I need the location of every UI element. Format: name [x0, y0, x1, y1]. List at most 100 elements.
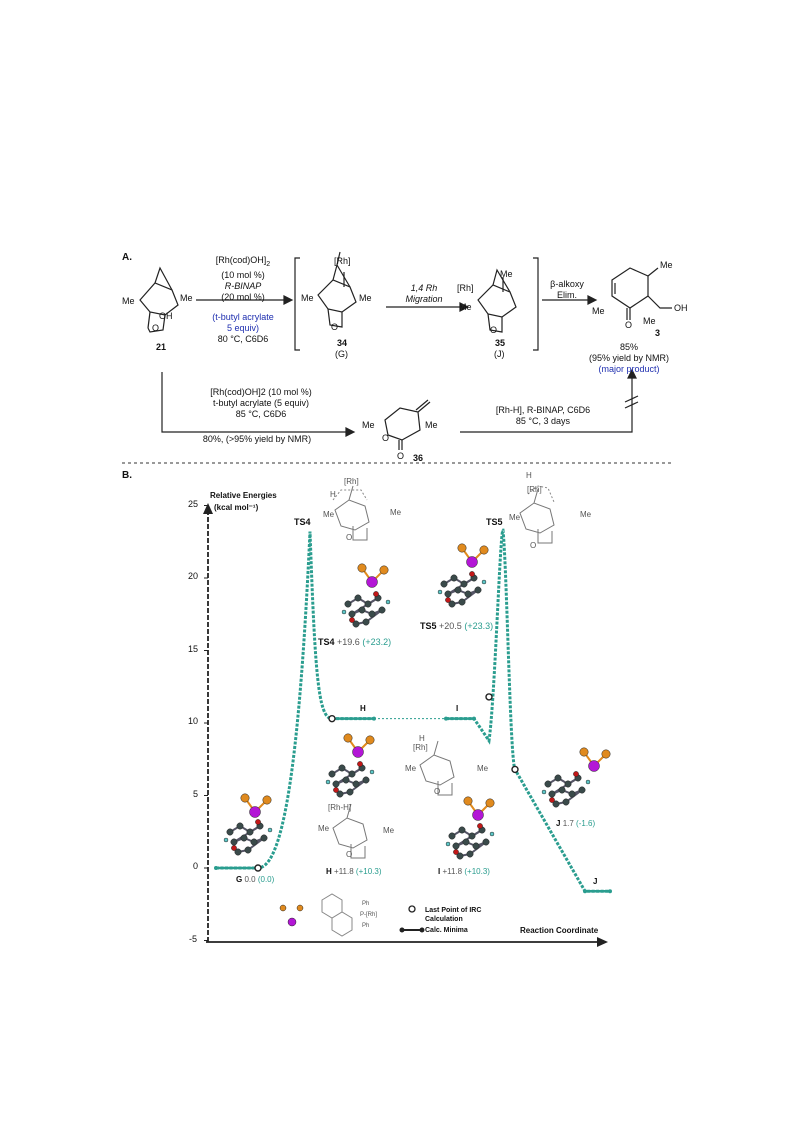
c34-o: O — [331, 322, 339, 332]
j-model-atom — [544, 780, 552, 788]
yield3-line3: (major product) — [598, 364, 660, 374]
g-model-hydrogen-atom — [267, 827, 273, 833]
ts4-model-hydrogen-atom — [385, 599, 391, 605]
step1-line1-sub: 2 — [266, 260, 271, 268]
h-model-atom — [352, 780, 360, 788]
ts5-paren: (+23.3) — [464, 621, 494, 631]
c35-me-left: Me — [459, 302, 472, 312]
legend-prh: P-[Rh] — [360, 912, 378, 918]
h-skeleton — [332, 803, 368, 859]
legend-ph2: Ph — [362, 923, 370, 929]
j-model-oxygen-atom — [573, 771, 579, 777]
h-top-label: H — [360, 704, 366, 713]
minimum-h-dot-end — [372, 716, 376, 721]
i-paren: (+10.3) — [464, 867, 490, 876]
ts5-skeleton — [519, 488, 555, 544]
h-model-oxygen-atom — [357, 761, 363, 767]
ts5-model-atom — [450, 574, 458, 582]
c36-number: 36 — [413, 453, 424, 463]
ts5-model-atom — [454, 586, 462, 594]
ts4-model-atom — [362, 618, 370, 626]
ts4-model-rh-atom — [366, 576, 378, 588]
h-model-oxygen-atom — [333, 787, 339, 793]
c3-me-top: Me — [660, 260, 673, 270]
c3-me-left: Me — [592, 306, 605, 316]
ts5-model-atom — [458, 598, 466, 606]
h-name: H — [326, 867, 332, 876]
legend-p-atom — [296, 904, 304, 912]
i-model-hydrogen-atom — [489, 831, 495, 837]
i-model-atom — [448, 832, 456, 840]
ts4-model-oxygen-atom — [373, 591, 379, 597]
j-model-atom — [568, 790, 576, 798]
legend-irc-line2: Calculation — [425, 916, 463, 923]
step2-line2: t-butyl acrylate (5 equiv) — [212, 398, 310, 408]
irc-endpoint — [254, 864, 262, 872]
h-struct-o: O — [346, 850, 353, 859]
minimum-i-dot-start — [444, 716, 448, 721]
legend-rh-atom — [287, 917, 297, 927]
c3-o: O — [625, 320, 633, 330]
c35-rh: [Rh] — [457, 283, 474, 293]
y-tick-5: 5 — [193, 789, 199, 799]
h-paren: (+10.3) — [355, 867, 382, 876]
ts4-model-atom — [368, 610, 376, 618]
x-axis-arrow — [597, 937, 608, 947]
h-model-rh-atom — [352, 746, 364, 758]
c34-me-right: Me — [359, 293, 372, 303]
j-model-atom — [548, 790, 556, 798]
c35-me-top: Me — [500, 269, 513, 279]
minimum-i-dot-end — [472, 716, 476, 721]
h-model-p-atom — [365, 735, 375, 745]
h-model-atom — [348, 770, 356, 778]
g-model-p-atom — [240, 793, 250, 803]
i-model-atom — [482, 838, 490, 846]
i-model-atom — [462, 838, 470, 846]
j-energy-label: J 1.7 (-1.6) — [556, 818, 595, 829]
c36-me-left: Me — [362, 420, 375, 430]
step1-line3: R-BINAP — [224, 280, 262, 291]
g-model-oxygen-atom — [255, 819, 261, 825]
i-top-label: I — [456, 704, 459, 713]
j-model-p-atom — [601, 749, 611, 759]
legend-minima-dot — [399, 927, 405, 933]
j-model-oxygen-atom — [549, 797, 555, 803]
legend-irc-symbol — [408, 905, 416, 913]
y-tick-15: 15 — [188, 644, 199, 654]
ts5-struct-h: H — [526, 471, 532, 480]
j-model-hydrogen-atom — [541, 789, 547, 795]
ts4-skeleton — [334, 485, 370, 541]
ts4-struct-me-right: Me — [390, 508, 402, 517]
ts4-struct-me-left: Me — [323, 510, 335, 519]
i-model-atom — [458, 826, 466, 834]
step1-line4: (20 mol %) — [221, 291, 265, 302]
ts4-value: +19.6 — [337, 637, 360, 647]
ts4-model-atom — [344, 600, 352, 608]
i-struct-h: H — [419, 734, 425, 743]
h-model-atom — [328, 770, 336, 778]
c36-o1: O — [382, 433, 390, 443]
c34-number: 34 — [337, 338, 348, 348]
legend-p-atom — [279, 904, 287, 912]
i-name: I — [438, 867, 441, 876]
irc-endpoint — [485, 693, 493, 701]
legend-ph1: Ph — [362, 901, 370, 907]
g-model-atom — [250, 838, 258, 846]
ts4-name: TS4 — [318, 637, 335, 647]
g-model-oxygen-atom — [231, 845, 237, 851]
y-tick-10: 10 — [188, 716, 199, 726]
energy-curve-g-to-h — [216, 531, 374, 870]
step1-line5: (t-butyl acrylate — [212, 311, 274, 322]
i-model-rh-atom — [472, 809, 484, 821]
ts5-top-label: TS5 — [486, 517, 503, 527]
ts4-model-p-atom — [357, 563, 367, 573]
h-energy-label: H +11.8 (+10.3) — [326, 866, 381, 877]
y-axis-label-1: Relative Energies — [210, 491, 277, 500]
yield3-line2: (95% yield by NMR) — [588, 353, 670, 363]
g-model-atom — [240, 834, 248, 842]
j-model-atom — [552, 800, 560, 808]
g-model-hydrogen-atom — [223, 837, 229, 843]
ts5-model-atom — [440, 580, 448, 588]
i-model-atom — [472, 842, 480, 850]
ts4-model-atom — [378, 606, 386, 614]
